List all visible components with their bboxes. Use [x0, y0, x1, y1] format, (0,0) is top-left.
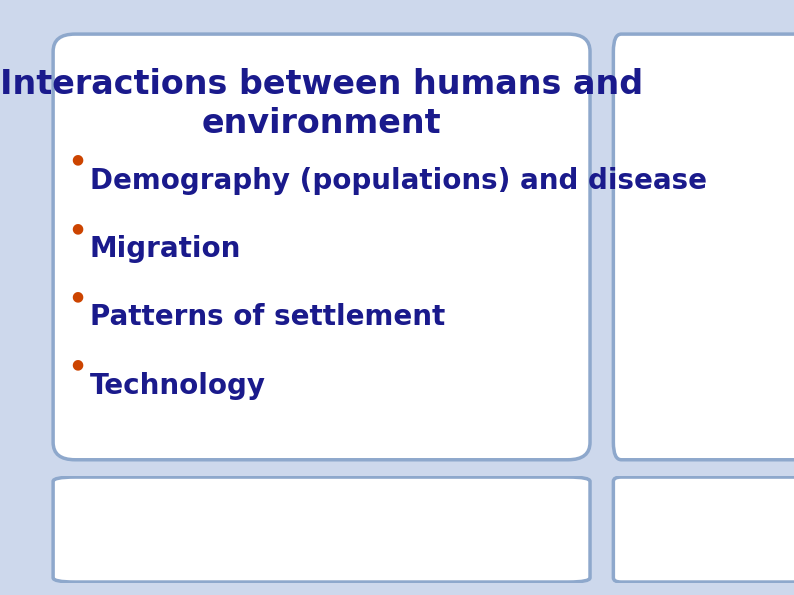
- FancyBboxPatch shape: [613, 477, 794, 582]
- Text: ●: ●: [71, 358, 84, 372]
- FancyBboxPatch shape: [53, 34, 590, 460]
- Text: Patterns of settlement: Patterns of settlement: [90, 303, 445, 331]
- FancyBboxPatch shape: [53, 477, 590, 582]
- Text: ●: ●: [71, 289, 84, 303]
- Text: Migration: Migration: [90, 235, 241, 263]
- Text: Demography (populations) and disease: Demography (populations) and disease: [90, 167, 707, 195]
- Text: environment: environment: [202, 107, 441, 140]
- Text: ●: ●: [71, 152, 84, 167]
- Text: ●: ●: [71, 221, 84, 235]
- Text: Interactions between humans and: Interactions between humans and: [0, 68, 643, 101]
- FancyBboxPatch shape: [613, 34, 794, 460]
- Text: Technology: Technology: [90, 372, 266, 400]
